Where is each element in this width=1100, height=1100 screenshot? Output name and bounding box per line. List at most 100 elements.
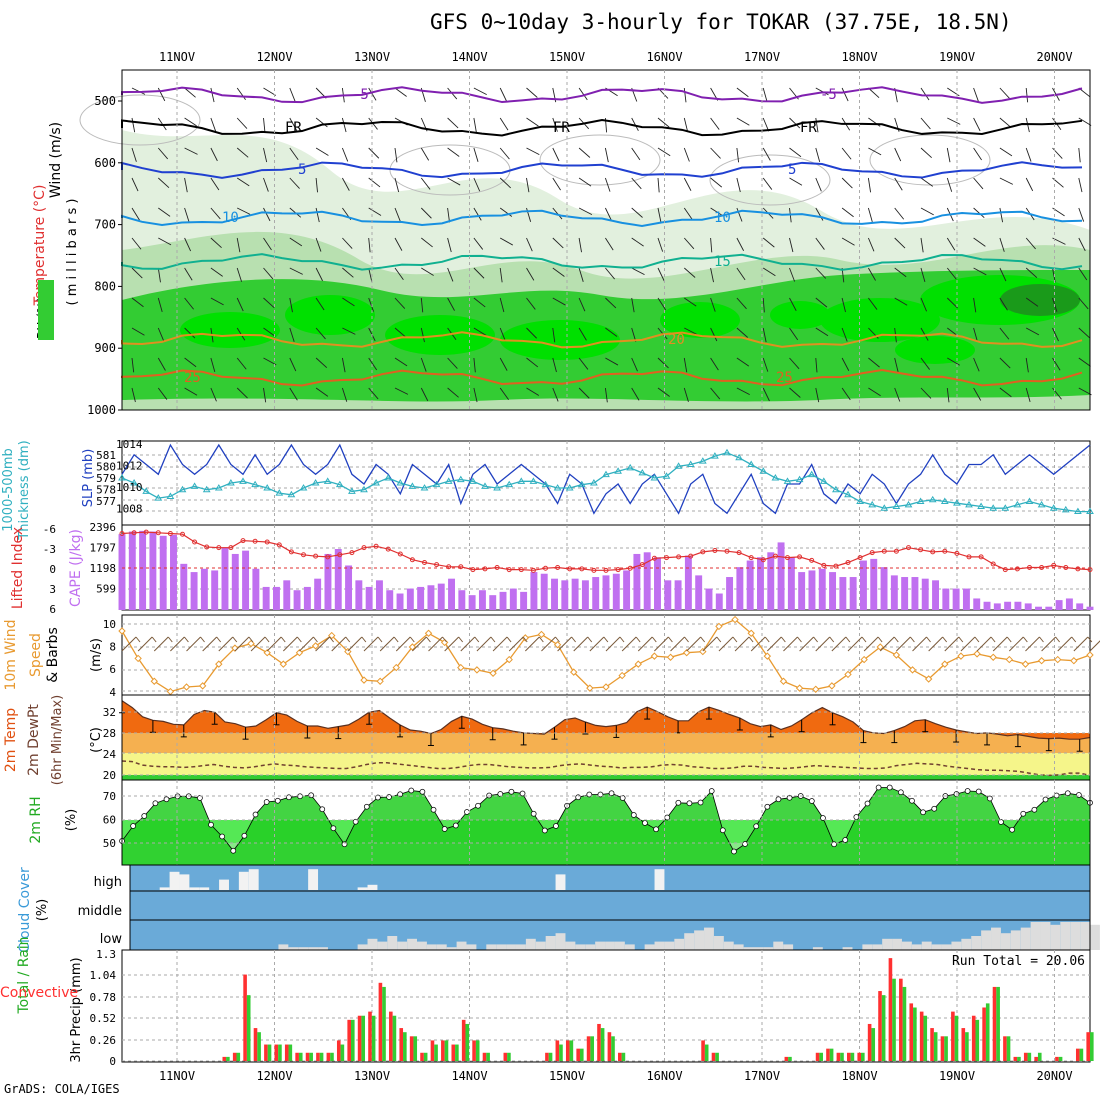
wind-speed-point <box>311 642 320 650</box>
low-cloud-bar <box>614 941 625 950</box>
lifted-index-point <box>845 560 851 566</box>
wind-barb <box>186 636 201 652</box>
wind-barb <box>202 636 218 652</box>
wind-barb <box>973 267 987 276</box>
rh2m-point <box>909 797 915 804</box>
wind-barb-flag <box>910 636 915 643</box>
thickness-line-point <box>481 482 489 489</box>
lifted-index-point <box>252 538 258 544</box>
rh2m-point <box>475 802 481 809</box>
rh2m-point <box>452 822 459 829</box>
wind-barb <box>1025 177 1034 192</box>
low-cloud-bar <box>644 944 655 950</box>
wind-barb <box>263 267 274 280</box>
wind-barb <box>282 636 298 652</box>
wind-barb <box>657 267 665 282</box>
low-cloud-bar <box>941 944 952 950</box>
wind-barb <box>157 387 168 400</box>
wind-barb <box>473 237 484 250</box>
convective-bar <box>399 1028 404 1061</box>
thickness-line-point <box>335 480 344 488</box>
cape-bar <box>849 577 857 610</box>
wind-barb <box>394 207 401 222</box>
wind-barb <box>762 357 769 372</box>
thickness-line-point <box>928 495 937 503</box>
wind-barb <box>447 147 460 157</box>
total-precip-bar <box>246 995 251 1061</box>
lifted-index-point <box>954 550 960 556</box>
thickness-line-point <box>1049 504 1058 511</box>
wind-speed-point <box>263 649 271 657</box>
lifted-index-point <box>736 550 742 556</box>
wind-speed-point <box>731 615 739 624</box>
wind-barb <box>762 177 773 190</box>
rh2m-point <box>1076 792 1082 798</box>
wind-speed-point <box>682 649 691 657</box>
li-tick: -3 <box>43 543 56 556</box>
wind-barb <box>815 387 820 403</box>
wind-barb <box>605 327 618 337</box>
day-label-bottom: 16NOV <box>646 1069 682 1083</box>
rh2m-point <box>975 788 982 795</box>
thickness-line-point <box>1001 504 1010 511</box>
wind-barb-flag <box>877 636 883 643</box>
wind-barb <box>121 636 137 652</box>
rh2m-point <box>653 826 659 833</box>
lifted-index-point <box>712 548 718 553</box>
wind-speed-point <box>924 675 933 683</box>
wind-barb <box>868 87 880 99</box>
wind-barb <box>605 237 614 251</box>
total-precip-bar <box>278 1044 282 1061</box>
wind-barb <box>157 177 170 189</box>
total-precip-bar <box>1079 1048 1084 1061</box>
wind-barb <box>131 177 139 192</box>
wind-barb-flag <box>409 636 415 643</box>
convective-bar <box>305 1052 310 1061</box>
lifted-index-point <box>530 567 536 573</box>
low-cloud-bar <box>773 941 784 950</box>
wind-barb-flag <box>313 636 318 643</box>
rh2m-point <box>553 823 559 829</box>
low-cloud-bar <box>971 936 982 950</box>
thickness-line-point <box>299 484 308 491</box>
thickness-line-point <box>1086 507 1094 515</box>
wind-barb-flag <box>571 636 576 643</box>
thickness-tick: 578 <box>96 484 116 497</box>
wind-barb <box>1057 636 1073 652</box>
wind-barb <box>526 387 540 396</box>
low-cloud-bar <box>565 941 576 950</box>
convective-bar <box>555 1040 560 1061</box>
total-precip-bar <box>382 986 386 1061</box>
wind-speed-point <box>279 660 288 668</box>
low-cloud-bar <box>674 938 685 950</box>
total-precip-bar <box>600 1028 605 1061</box>
thickness-line-point <box>880 504 889 511</box>
wind-barb <box>552 267 565 277</box>
thickness-line-point <box>626 463 635 471</box>
wind-barb <box>499 147 510 160</box>
wind-barb <box>315 147 329 156</box>
wind-axis-label: Wind (m/s) <box>48 122 64 198</box>
wind-barb <box>894 177 903 191</box>
low-cloud-bar <box>506 944 516 950</box>
convective-bar <box>430 1040 435 1061</box>
lifted-index-point <box>288 549 294 555</box>
lifted-index-point <box>760 557 766 563</box>
cape-bar <box>406 588 414 610</box>
temperature-contour <box>121 86 1083 104</box>
wind-barb <box>631 387 640 401</box>
total-precip-bar <box>455 1044 459 1061</box>
wind-barb <box>157 327 165 342</box>
wind-barb <box>631 357 638 372</box>
low-cloud-bar <box>763 947 774 950</box>
convective-bar <box>409 1036 414 1061</box>
total-precip-bar <box>913 1007 917 1061</box>
thickness-line-point <box>965 500 973 508</box>
wind-barb <box>920 357 930 370</box>
wind-barb-flag <box>958 636 964 643</box>
convective-bar <box>461 1019 466 1061</box>
temperature-contour-label: 20 <box>668 332 685 348</box>
wind-barb <box>1078 327 1090 339</box>
thickness-line-point <box>686 460 695 468</box>
